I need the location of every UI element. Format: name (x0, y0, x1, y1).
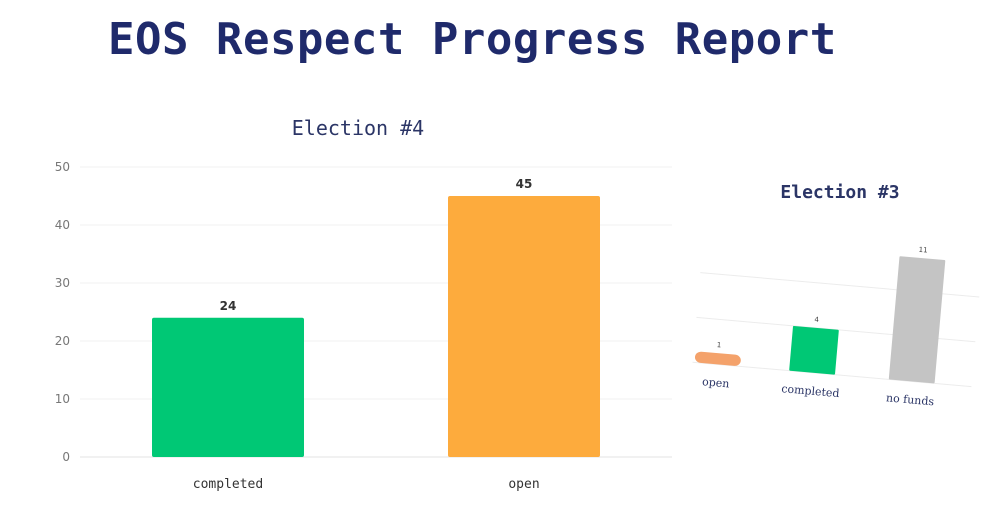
data-label: 1 (717, 341, 722, 349)
y-tick-label: 20 (55, 334, 70, 348)
x-tick-label: no funds (886, 391, 935, 408)
election-3-chart: Election #3 1 4 11 open completed no funds (692, 182, 980, 408)
bar-completed (789, 325, 839, 375)
bar-no-funds (888, 256, 946, 384)
bar-completed (152, 317, 304, 457)
y-tick-label: 50 (55, 160, 70, 174)
x-tick-label: completed (193, 477, 263, 492)
data-label: 45 (516, 177, 533, 191)
y-tick-label: 40 (55, 218, 70, 232)
bar-open (694, 351, 741, 366)
y-tick-label: 0 (62, 450, 70, 464)
page-title: EOS Respect Progress Report (108, 14, 837, 65)
x-tick-label: completed (781, 382, 840, 400)
x-tick-label: open (508, 477, 539, 492)
chart-title: Election #3 (780, 182, 899, 203)
election-4-chart: Election #4 0 10 20 30 40 50 24 45 completed op… (55, 116, 672, 492)
y-tick-label: 10 (55, 392, 70, 406)
chart-title: Election #4 (292, 116, 424, 140)
data-label: 11 (918, 246, 928, 255)
data-label: 4 (814, 316, 820, 324)
data-label: 24 (220, 299, 237, 313)
bar-open (448, 196, 600, 457)
y-tick-label: 30 (55, 276, 70, 290)
x-tick-label: open (702, 375, 730, 390)
